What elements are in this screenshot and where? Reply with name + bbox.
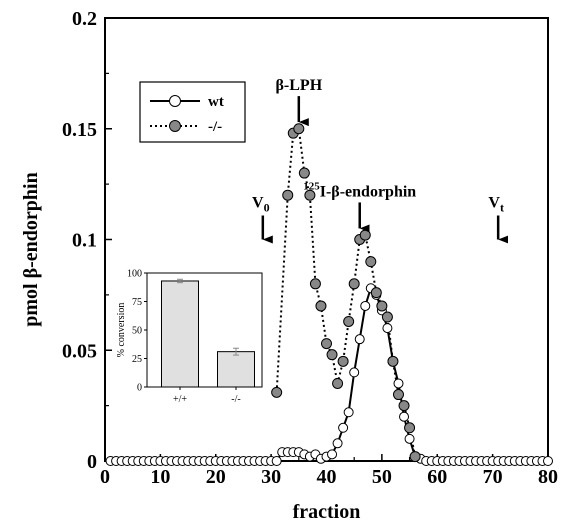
annotation-beta-lph: β-LPH <box>275 77 322 94</box>
x-tick-label: 30 <box>261 466 281 488</box>
legend-label-ko: -/- <box>208 119 222 135</box>
data-point-wt <box>404 433 415 444</box>
inset-y-tick-label: 25 <box>132 354 142 365</box>
data-point-ko <box>326 349 338 361</box>
data-point-ko <box>392 389 404 401</box>
data-point-ko <box>304 189 316 201</box>
data-point-wt <box>349 367 360 378</box>
inset-y-axis-title: % conversion <box>116 303 127 358</box>
x-axis-title: fraction <box>293 501 361 523</box>
data-point-ko <box>398 400 410 412</box>
inset-y-tick-label: 50 <box>132 326 142 337</box>
y-tick-label: 0.15 <box>62 119 97 141</box>
inset-y-tick-label: 0 <box>137 383 142 394</box>
series-line-ko <box>275 126 417 457</box>
data-point-ko <box>309 278 321 290</box>
x-tick-label: 40 <box>317 466 337 488</box>
inset-y-tick-label: 100 <box>127 269 142 280</box>
y-tick-label: 0 <box>87 451 97 473</box>
data-point-wt <box>360 300 371 311</box>
inset-x-tick-label: -/- <box>231 394 240 405</box>
data-point-ko <box>409 451 421 463</box>
legend-marker-wt <box>169 95 181 107</box>
annotation-main: I-β-endorphin <box>320 183 417 200</box>
data-point-wt <box>338 422 349 433</box>
x-tick-label: 20 <box>206 466 226 488</box>
data-point-ko <box>376 300 388 312</box>
x-tick-label: 70 <box>483 466 503 488</box>
data-point-ko <box>337 355 349 367</box>
legend-marker-ko <box>169 120 181 132</box>
data-point-wt <box>354 334 365 345</box>
legend: wt -/- <box>139 81 246 143</box>
y-tick-label: 0.1 <box>72 230 97 252</box>
data-point-ko <box>321 338 332 350</box>
data-point-ko <box>359 229 371 241</box>
inset-y-tick-label: 75 <box>132 297 142 308</box>
data-point-ko <box>370 287 382 299</box>
data-point-wt <box>327 449 338 460</box>
x-tick-label: 0 <box>100 466 110 488</box>
data-point-ko <box>282 189 294 201</box>
data-point-ko <box>343 315 355 327</box>
annotation-vt: Vt <box>488 195 504 215</box>
annotation-i125-endorphin: 125I-β-endorphin <box>303 180 416 200</box>
data-point-ko <box>332 377 344 389</box>
x-tick-label: 50 <box>372 466 392 488</box>
annotation-sup: 125 <box>303 180 320 192</box>
y-tick-label: 0.2 <box>72 8 97 30</box>
data-point-wt <box>382 323 393 334</box>
x-tick-label: 60 <box>427 466 447 488</box>
annotation-sub: t <box>500 201 504 215</box>
data-point-ko <box>315 300 327 312</box>
legend-label-wt: wt <box>208 94 224 110</box>
annotation-main: V <box>488 195 500 212</box>
data-point-ko <box>271 386 283 398</box>
data-point-wt <box>543 456 553 466</box>
data-point-wt <box>343 407 354 418</box>
data-point-ko <box>387 355 399 367</box>
annotation-main: V <box>252 195 264 212</box>
data-point-ko <box>298 167 310 179</box>
data-point-ko <box>365 256 377 268</box>
y-tick-label: 0.05 <box>62 340 97 362</box>
legend-box <box>139 81 246 143</box>
data-point-ko <box>348 278 360 290</box>
data-point-ko <box>293 123 305 135</box>
main-plot: 0 10 20 30 40 50 60 70 80 0 0.05 0.1 0.15 0.2 fraction… <box>20 8 558 523</box>
inset-x-tick-label: +/+ <box>173 394 187 405</box>
data-point-wt <box>332 438 343 449</box>
inset-bar <box>161 280 199 388</box>
inset-bar-chart: 0 25 50 75 100 % conversion +/+ -/- <box>116 268 266 408</box>
data-point-ko <box>381 311 393 323</box>
data-point-wt <box>271 456 282 466</box>
inset-bar <box>217 351 255 388</box>
annotation-sub: 0 <box>264 201 270 215</box>
data-point-wt <box>399 411 410 422</box>
annotation-v0: V0 <box>252 195 270 215</box>
x-tick-label: 10 <box>150 466 170 488</box>
data-point-wt <box>393 378 404 389</box>
x-tick-label: 80 <box>538 466 558 488</box>
data-point-ko <box>404 422 416 434</box>
y-axis-title: pmol β-endorphin <box>20 172 42 326</box>
